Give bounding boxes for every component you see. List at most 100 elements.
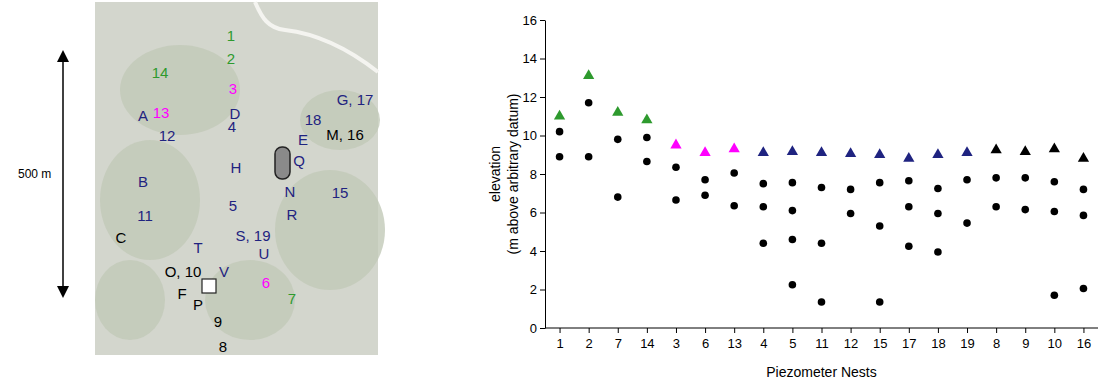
- x-tick-mark: [560, 328, 561, 333]
- x-tick-label: 5: [789, 336, 796, 351]
- circle-marker: [963, 219, 971, 227]
- y-tick-mark: [540, 290, 545, 291]
- triangle-marker: [699, 146, 710, 156]
- circle-marker: [672, 163, 680, 171]
- circle-marker: [1051, 291, 1059, 299]
- map-label: V: [219, 263, 229, 280]
- map-label: 2: [227, 50, 235, 67]
- x-tick-mark: [967, 328, 968, 333]
- x-tick: 8: [993, 328, 1000, 351]
- map-pond: [275, 147, 290, 179]
- map-label: C: [116, 229, 127, 246]
- circle-marker: [818, 298, 826, 306]
- circle-marker: [789, 179, 797, 187]
- y-tick-label: 12: [523, 90, 537, 105]
- y-tick: 16: [523, 13, 545, 28]
- x-tick-mark: [647, 328, 648, 333]
- map-label: M, 16: [326, 126, 364, 143]
- y-tick: 8: [530, 167, 545, 182]
- map-label: 3: [229, 80, 237, 97]
- x-tick: 1: [556, 328, 563, 351]
- scale-arrow-head: [57, 50, 69, 62]
- scale-arrow-head: [57, 286, 69, 298]
- x-tick-mark: [880, 328, 881, 333]
- circle-marker: [876, 222, 884, 230]
- x-tick: 3: [673, 328, 680, 351]
- map-label: 11: [137, 207, 153, 224]
- y-tick-mark: [540, 59, 545, 60]
- triangle-marker: [1020, 145, 1031, 155]
- x-tick-mark: [996, 328, 997, 333]
- y-tick-mark: [540, 97, 545, 98]
- x-tick: 7: [615, 328, 622, 351]
- x-tick: 4: [760, 328, 767, 351]
- triangle-marker: [874, 148, 885, 158]
- map-label: 7: [288, 290, 296, 307]
- y-tick-label: 2: [530, 282, 537, 297]
- map-label: S, 19: [235, 227, 270, 244]
- triangle-marker: [932, 148, 943, 158]
- x-tick-label: 10: [1048, 336, 1062, 351]
- map-label: Q: [293, 152, 305, 169]
- map-label: 12: [159, 127, 176, 144]
- map-building: [202, 279, 216, 293]
- x-tick: 6: [702, 328, 709, 351]
- circle-marker: [556, 128, 564, 136]
- x-axis-title: Piezometer Nests: [766, 364, 876, 380]
- circle-marker: [759, 180, 767, 188]
- circle-marker: [818, 240, 826, 248]
- map-vegetation: [95, 260, 165, 340]
- circle-marker: [934, 185, 942, 193]
- map-vegetation: [275, 170, 385, 290]
- map-panel: 12143A13D41218G, 17EM, 16QHNB155R11CS, 1…: [95, 2, 385, 355]
- map-label: 9: [214, 313, 222, 330]
- map-label: 5: [229, 197, 237, 214]
- x-tick: 13: [727, 328, 741, 351]
- y-tick: 2: [530, 282, 545, 297]
- x-tick-mark: [734, 328, 735, 333]
- circle-marker: [701, 176, 709, 184]
- y-tick-label: 6: [530, 205, 537, 220]
- map-label: 14: [152, 64, 169, 81]
- map-vegetation: [100, 140, 200, 260]
- x-tick-mark: [1054, 328, 1055, 333]
- map-label: E: [298, 131, 308, 148]
- map-label: 6: [262, 274, 270, 291]
- triangle-marker: [1049, 142, 1060, 152]
- y-tick: 4: [530, 244, 545, 259]
- x-tick-label: 14: [640, 336, 654, 351]
- triangle-marker: [554, 110, 565, 120]
- triangle-marker: [990, 143, 1001, 153]
- y-axis: 0246810121416: [523, 13, 546, 336]
- y-tick-label: 16: [523, 13, 537, 28]
- circle-marker: [585, 153, 593, 161]
- x-tick-mark: [618, 328, 619, 333]
- x-tick-mark: [851, 328, 852, 333]
- x-axis: 12714361345111215171819891016: [545, 328, 1098, 351]
- y-axis-line: [545, 21, 546, 329]
- x-tick-mark: [792, 328, 793, 333]
- circle-marker: [992, 174, 1000, 182]
- circle-marker: [730, 202, 738, 210]
- triangle-marker: [758, 146, 769, 156]
- x-tick-label: 1: [556, 336, 563, 351]
- circle-marker: [876, 298, 884, 306]
- circle-marker: [1080, 212, 1088, 220]
- x-tick-mark: [589, 328, 590, 333]
- circle-marker: [1080, 285, 1088, 293]
- triangle-marker: [1078, 152, 1089, 162]
- x-tick-mark: [705, 328, 706, 333]
- map-vegetation: [205, 260, 295, 340]
- x-tick-label: 2: [586, 336, 593, 351]
- map-label: G, 17: [337, 91, 374, 108]
- y-tick-mark: [540, 213, 545, 214]
- circle-marker: [963, 176, 971, 184]
- x-tick: 11: [815, 328, 829, 351]
- y-tick-mark: [540, 328, 545, 329]
- map-label: U: [259, 245, 270, 262]
- circle-marker: [847, 186, 855, 194]
- x-tick-mark: [822, 328, 823, 333]
- triangle-marker: [583, 69, 594, 79]
- map-label: 4: [228, 118, 236, 135]
- y-tick-mark: [540, 136, 545, 137]
